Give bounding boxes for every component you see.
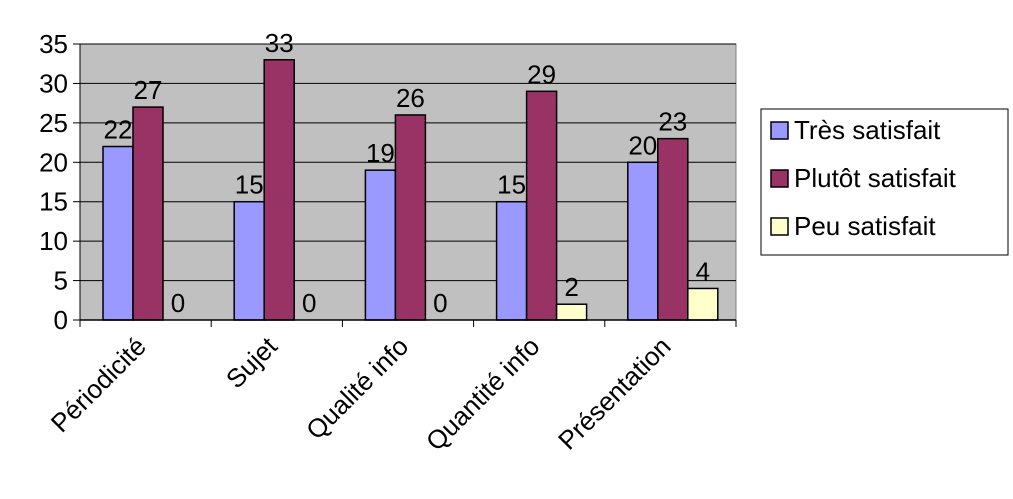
data-label: 29	[527, 59, 556, 89]
legend-label: Plutôt satisfait	[794, 163, 957, 193]
bar	[102, 145, 134, 321]
y-tick-label: 30	[39, 68, 68, 98]
y-tick-label: 10	[39, 226, 68, 256]
legend-box	[760, 108, 1009, 256]
y-tick-label: 20	[39, 147, 68, 177]
category-label: Périodicité	[45, 331, 152, 438]
legend-label: Très satisfait	[794, 115, 941, 145]
bar	[233, 200, 265, 321]
bar	[525, 90, 558, 321]
bar	[495, 200, 528, 321]
category-label: Présentation	[552, 331, 676, 455]
y-tick-label: 35	[39, 29, 68, 59]
data-label: 2	[564, 272, 578, 302]
category-label: Sujet	[220, 330, 284, 394]
y-tick-label: 15	[39, 187, 68, 217]
y-axis-ticks: 0 5 10 15 20 25 30 35	[39, 29, 68, 335]
data-label: 26	[396, 83, 425, 113]
data-label: 0	[171, 288, 185, 318]
legend: Très satisfait Plutôt satisfait Peu satisf…	[760, 108, 1009, 256]
y-tick-label: 5	[54, 266, 68, 296]
data-label: 33	[265, 28, 294, 58]
bar	[364, 169, 397, 321]
data-label: 0	[302, 288, 316, 318]
category-labels: Périodicité Sujet Qualité info Quantité inf…	[45, 330, 677, 456]
axes	[73, 43, 737, 327]
data-label: 22	[104, 115, 133, 145]
legend-label: Peu satisfait	[794, 211, 936, 241]
legend-swatch	[770, 121, 789, 140]
data-label: 15	[235, 170, 264, 200]
data-label: 19	[366, 138, 395, 168]
data-label: 23	[658, 107, 687, 137]
data-label: 0	[433, 288, 447, 318]
bar	[394, 114, 427, 321]
bar	[687, 287, 719, 321]
y-tick-label: 0	[54, 305, 68, 335]
bar	[627, 161, 659, 321]
data-label: 4	[696, 256, 710, 286]
data-label: 20	[628, 130, 657, 160]
data-label: 15	[497, 170, 526, 200]
category-label: Qualité info	[300, 331, 414, 445]
bar	[132, 106, 164, 321]
bar	[263, 59, 295, 321]
y-tick-label: 25	[39, 108, 68, 138]
data-label: 27	[134, 75, 163, 105]
legend-swatch	[770, 169, 789, 188]
legend-swatch	[770, 217, 789, 236]
category-label: Quantité info	[420, 331, 545, 456]
bar	[555, 303, 588, 321]
bar	[657, 137, 689, 321]
bars	[102, 59, 719, 321]
